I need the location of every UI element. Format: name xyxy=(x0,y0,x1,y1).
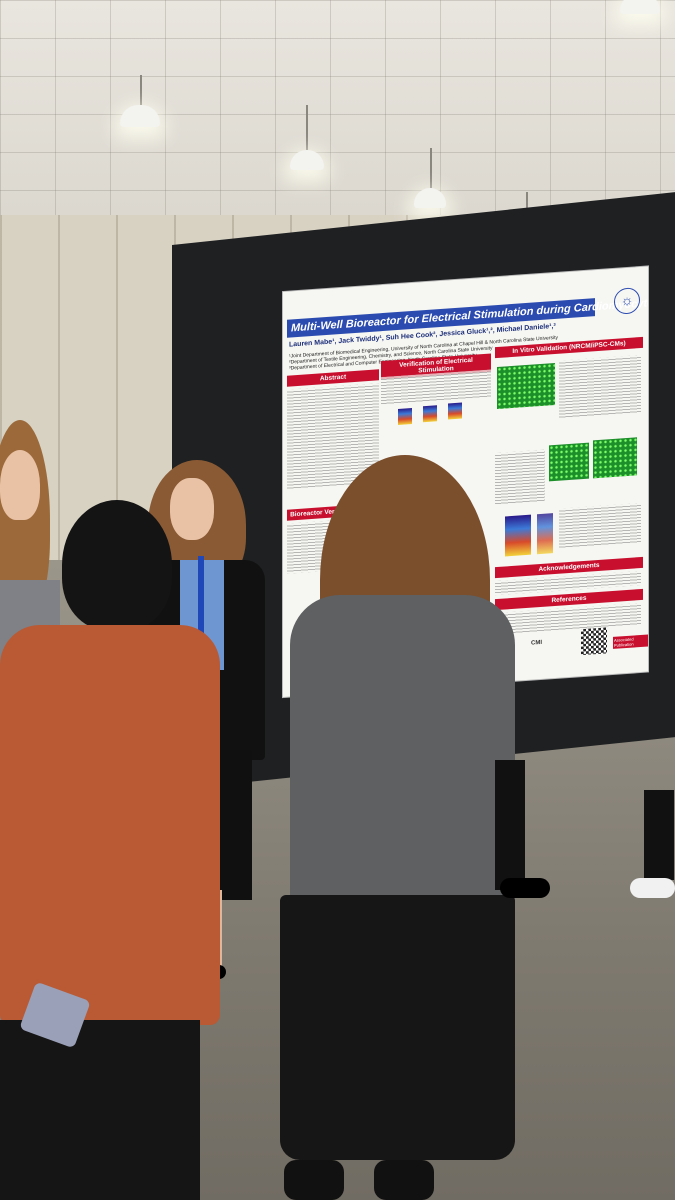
orange-sweater xyxy=(0,625,220,1025)
simulation-plot xyxy=(423,405,437,423)
dark-hair xyxy=(62,500,172,630)
face xyxy=(0,450,40,520)
in-vitro-text xyxy=(559,354,641,419)
lamp-cord xyxy=(306,105,308,150)
lamp-cord xyxy=(430,148,432,188)
leg xyxy=(495,760,525,890)
microscopy-image xyxy=(497,362,555,410)
simulation-plot xyxy=(398,407,412,425)
cmi-logo: CMI xyxy=(531,639,542,647)
ceiling-lamp xyxy=(290,150,324,170)
simulation-plot xyxy=(448,402,462,420)
qpcr-heatmap xyxy=(537,513,553,555)
leg xyxy=(644,790,674,880)
microscopy-image xyxy=(549,442,589,482)
black-pants xyxy=(0,1020,200,1200)
microscopy-image xyxy=(593,437,637,479)
gray-sweater xyxy=(290,595,515,915)
shoe xyxy=(284,1160,344,1200)
ceiling-lamp xyxy=(120,105,160,127)
lamp-cord xyxy=(140,75,142,105)
publication-badge: Associated Publication xyxy=(613,634,648,649)
shoe xyxy=(374,1160,434,1200)
background-person xyxy=(495,760,555,900)
ceiling-lamp xyxy=(620,0,660,14)
ceiling-lamp xyxy=(414,188,446,208)
sneaker xyxy=(630,878,675,898)
black-skirt xyxy=(280,895,515,1160)
qr-code xyxy=(581,627,607,656)
qpcr-text xyxy=(559,502,641,549)
lanyard xyxy=(198,556,204,666)
background-person xyxy=(630,790,675,910)
presenter-face xyxy=(170,478,214,540)
attendee-gray-sweater xyxy=(280,455,520,1200)
attendee-orange-sweater xyxy=(0,500,225,1200)
shoe xyxy=(500,878,550,898)
